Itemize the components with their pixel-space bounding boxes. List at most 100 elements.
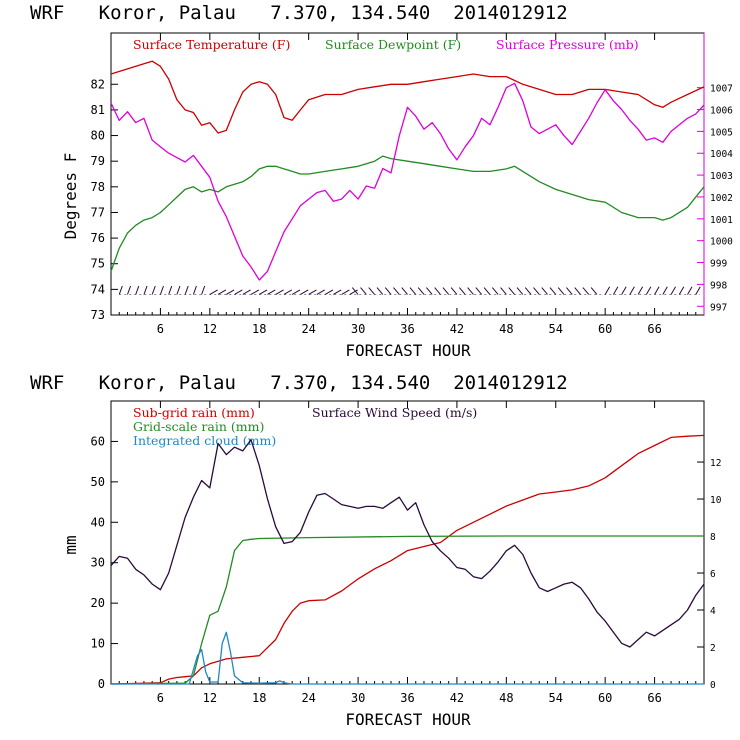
wind-barb: [267, 289, 276, 295]
wind-barb: [349, 289, 358, 295]
wind-barb: [678, 286, 685, 295]
wind-barb: [333, 289, 342, 295]
wind-barb: [442, 287, 450, 295]
y2-tick-label: 997: [710, 302, 727, 313]
wind-barb: [201, 285, 206, 295]
y2-tick-label: 6: [710, 569, 716, 580]
wind-barb: [612, 286, 619, 295]
x-tick-label: 60: [598, 691, 612, 705]
y-tick-label: 73: [91, 308, 105, 322]
x-tick-label: 60: [598, 322, 612, 336]
wind-barb: [524, 287, 532, 295]
wind-barb: [566, 287, 573, 295]
panel2-plot-area: 6 12 18 24 30 36 42 48 54 60 660102030405060024681…: [91, 400, 722, 705]
panel1-title: WRF Koror, Palau 7.370, 134.540 20140129…: [30, 2, 568, 24]
panel1-ylabel: Degrees F: [61, 153, 80, 240]
x-tick-label: 12: [203, 691, 217, 705]
x-tick-label: 54: [549, 322, 563, 336]
legend-subgrid-rain: Sub-grid rain (mm): [133, 405, 255, 420]
wind-barb: [234, 289, 243, 295]
y-tick-label: 20: [91, 596, 105, 610]
x-tick-label: 36: [400, 691, 414, 705]
y2-tick-label: 1007: [710, 84, 733, 95]
integrated-cloud-line: [111, 631, 704, 685]
wind-barb: [351, 287, 359, 295]
wind-barb: [393, 287, 400, 295]
panel1-legend: Surface Temperature (F) Surface Dewpoint…: [133, 37, 639, 52]
surface-wind-speed-line: [110, 439, 705, 648]
wind-barb: [417, 287, 425, 295]
wind-barb: [582, 287, 590, 295]
x-tick-label: 18: [252, 322, 266, 336]
wind-barb: [621, 286, 627, 295]
wind-barb: [426, 287, 433, 295]
wind-barb: [226, 289, 235, 295]
x-tick-label: 48: [499, 691, 513, 705]
wind-barb: [341, 289, 350, 295]
wind-barb: [662, 286, 668, 295]
wind-barb: [135, 285, 140, 295]
y-tick-label: 40: [91, 515, 105, 529]
panel2-legend: Sub-grid rain (mm) Grid-scale rain (mm) …: [133, 405, 477, 448]
wind-barb: [159, 285, 164, 295]
wind-barb: [316, 289, 325, 295]
x-tick-label: 42: [450, 322, 464, 336]
surface-temperature-line: [110, 60, 705, 134]
y-tick-label: 30: [91, 556, 105, 570]
wind-barb: [629, 286, 635, 295]
x-tick-label: 30: [351, 322, 365, 336]
x-tick-label: 36: [400, 322, 414, 336]
legend-surface-pressure: Surface Pressure (mb): [496, 37, 639, 52]
wind-barb: [176, 285, 181, 295]
x-tick-label: 66: [647, 322, 661, 336]
y2-tick-label: 1005: [710, 127, 733, 138]
wind-barb: [168, 285, 173, 295]
wind-barb: [654, 286, 660, 295]
wind-barb: [604, 286, 611, 295]
x-tick-label: 18: [252, 691, 266, 705]
surface-pressure-line: [110, 82, 705, 281]
y-tick-label: 79: [91, 154, 105, 168]
y2-tick-label: 12: [710, 458, 721, 469]
wind-barb: [557, 287, 565, 295]
panel1-xlabel: FORECAST HOUR: [345, 341, 471, 360]
temperature-pressure-panel: WRF Koror, Palau 7.370, 134.540 20140129…: [30, 2, 733, 360]
wind-barb: [192, 285, 197, 295]
wind-barb: [300, 289, 309, 295]
wind-barb: [574, 287, 581, 295]
wind-barb: [590, 287, 598, 295]
x-tick-label: 48: [499, 322, 513, 336]
wind-barb: [151, 285, 156, 295]
wind-barb: [458, 287, 466, 295]
x-tick-label: 24: [301, 691, 315, 705]
grid-scale-rain-line: [110, 535, 704, 685]
wind-barb: [434, 287, 441, 295]
y-tick-label: 78: [91, 180, 105, 194]
y2-tick-label: 1002: [710, 193, 733, 204]
y2-tick-label: 1001: [710, 215, 733, 226]
wind-barb: [500, 287, 507, 295]
x-tick-label: 42: [450, 691, 464, 705]
wind-barb: [118, 285, 123, 295]
y2-tick-label: 1006: [710, 106, 733, 117]
wind-barb: [695, 286, 701, 295]
wind-barb: [127, 285, 132, 295]
wind-barb: [508, 287, 515, 295]
wind-barb: [209, 289, 218, 295]
x-tick-label: 6: [157, 322, 164, 336]
wind-barb: [283, 289, 293, 295]
y2-tick-label: 8: [710, 532, 716, 543]
wind-barb: [645, 286, 652, 295]
x-tick-label: 30: [351, 691, 365, 705]
wind-barb: [324, 289, 334, 295]
legend-surface-temperature: Surface Temperature (F): [133, 37, 290, 52]
panel2-ylabel: mm: [61, 535, 80, 554]
wind-barb: [687, 286, 693, 295]
wind-barb: [143, 285, 148, 295]
y-tick-label: 82: [91, 77, 105, 91]
y-tick-label: 80: [91, 129, 105, 143]
wind-barb: [637, 286, 644, 295]
wind-barb: [360, 287, 367, 295]
wind-barb: [516, 287, 524, 295]
